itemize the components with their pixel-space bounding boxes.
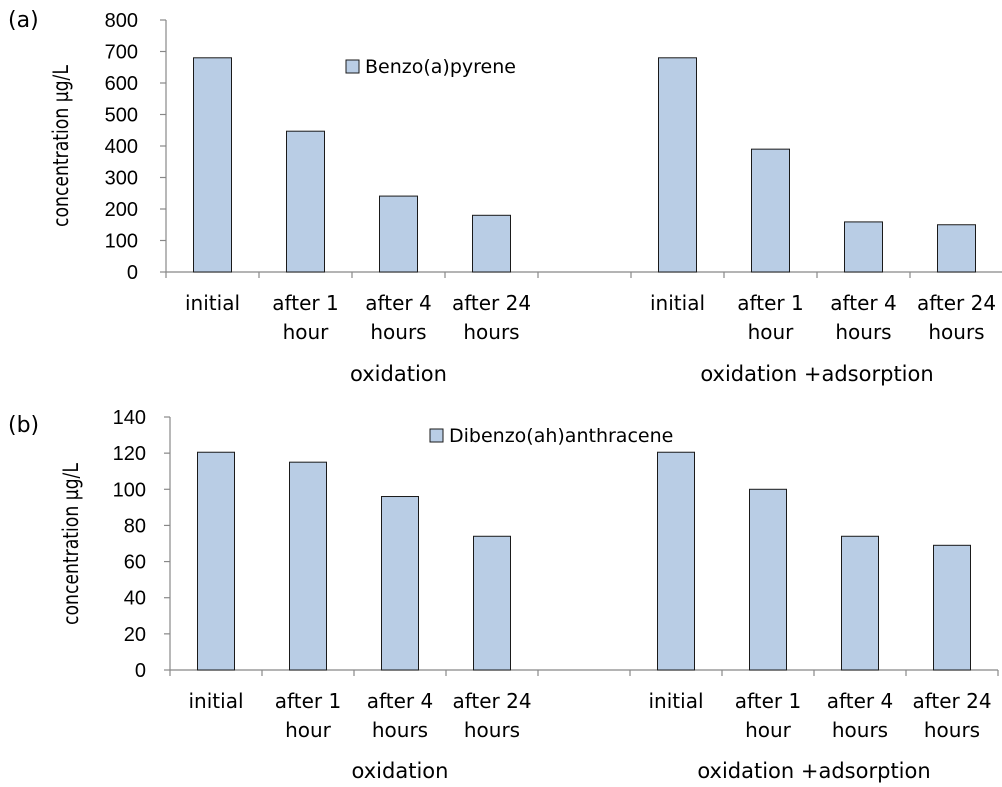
x-category-label: after 24 <box>912 689 991 713</box>
y-tick-label: 20 <box>124 624 146 646</box>
legend-label: Benzo(a)pyrene <box>365 56 516 78</box>
x-category-label: hour <box>745 718 792 742</box>
chart-panel-b: (b) concentration µg/L 0 20 40 60 80 100 120 140 i… <box>8 407 999 783</box>
x-category-label: after 24 <box>917 291 996 315</box>
chart-panel-a: (a) concentration µg/L 0 100 200 300 400 500 600… <box>8 8 1002 386</box>
x-category-label: hours <box>928 320 984 344</box>
x-category-label: after 1 <box>735 689 801 713</box>
x-category-label: hours <box>924 718 980 742</box>
bar <box>749 488 787 671</box>
bar <box>379 195 418 273</box>
panel-label: (b) <box>8 413 39 438</box>
y-tick-label: 140 <box>113 407 146 429</box>
y-tick-label: 60 <box>124 552 146 574</box>
x-category-label: after 4 <box>827 689 893 713</box>
x-category-label: hours <box>832 718 888 742</box>
x-category-label: hours <box>370 320 426 344</box>
x-category-label: after 1 <box>737 291 803 315</box>
y-tick-label: 700 <box>105 42 138 64</box>
y-tick-label: 200 <box>105 199 138 221</box>
legend-label: Dibenzo(ah)anthracene <box>449 425 673 447</box>
x-category-label: hour <box>283 320 330 344</box>
bar <box>473 535 511 671</box>
panel-label: (a) <box>8 8 39 33</box>
bar <box>844 221 883 273</box>
bar <box>381 496 419 671</box>
x-category-label: initial <box>649 689 704 713</box>
bar <box>933 544 971 671</box>
x-category-label: after 1 <box>275 689 341 713</box>
x-category-label: hour <box>285 718 332 742</box>
y-tick-label: 100 <box>105 231 138 253</box>
x-category-label: after 4 <box>367 689 433 713</box>
bar <box>751 148 790 273</box>
bar <box>197 451 235 671</box>
x-group-label: oxidation <box>350 362 447 386</box>
y-axis-title: concentration µg/L <box>48 65 73 227</box>
x-category-label: after 4 <box>830 291 896 315</box>
y-tick-label: 120 <box>113 443 146 465</box>
x-category-label: initial <box>189 689 244 713</box>
bar <box>289 461 327 671</box>
x-category-label: after 4 <box>365 291 431 315</box>
y-tick-label: 400 <box>105 136 138 158</box>
x-category-label: after 24 <box>452 291 531 315</box>
x-category-label: hours <box>464 718 520 742</box>
x-category-label: hours <box>835 320 891 344</box>
y-axis-title: concentration µg/L <box>58 463 83 625</box>
bar <box>193 57 232 273</box>
x-category-label: after 1 <box>272 291 338 315</box>
bar <box>937 224 976 273</box>
legend-swatch <box>429 428 444 443</box>
y-tick-label: 80 <box>124 515 146 537</box>
bar <box>472 214 511 273</box>
bar <box>286 130 325 273</box>
x-category-label: after 24 <box>452 689 531 713</box>
y-tick-label: 100 <box>113 479 146 501</box>
bar <box>841 535 879 671</box>
x-group-label: oxidation +adsorption <box>700 362 933 386</box>
y-tick-label: 0 <box>127 262 138 284</box>
y-tick-label: 600 <box>105 73 138 95</box>
y-tick-label: 800 <box>105 10 138 32</box>
bar <box>657 451 695 671</box>
x-category-label: hours <box>372 718 428 742</box>
bar <box>658 57 697 273</box>
legend-swatch <box>345 59 360 74</box>
x-group-label: oxidation <box>352 759 449 783</box>
y-tick-label: 40 <box>124 588 146 610</box>
x-category-label: initial <box>650 291 705 315</box>
x-group-label: oxidation +adsorption <box>697 759 930 783</box>
x-category-label: hour <box>748 320 795 344</box>
x-category-label: initial <box>185 291 240 315</box>
y-tick-label: 300 <box>105 168 138 190</box>
y-tick-label: 500 <box>105 105 138 127</box>
x-category-label: hours <box>463 320 519 344</box>
y-tick-label: 0 <box>135 660 146 682</box>
